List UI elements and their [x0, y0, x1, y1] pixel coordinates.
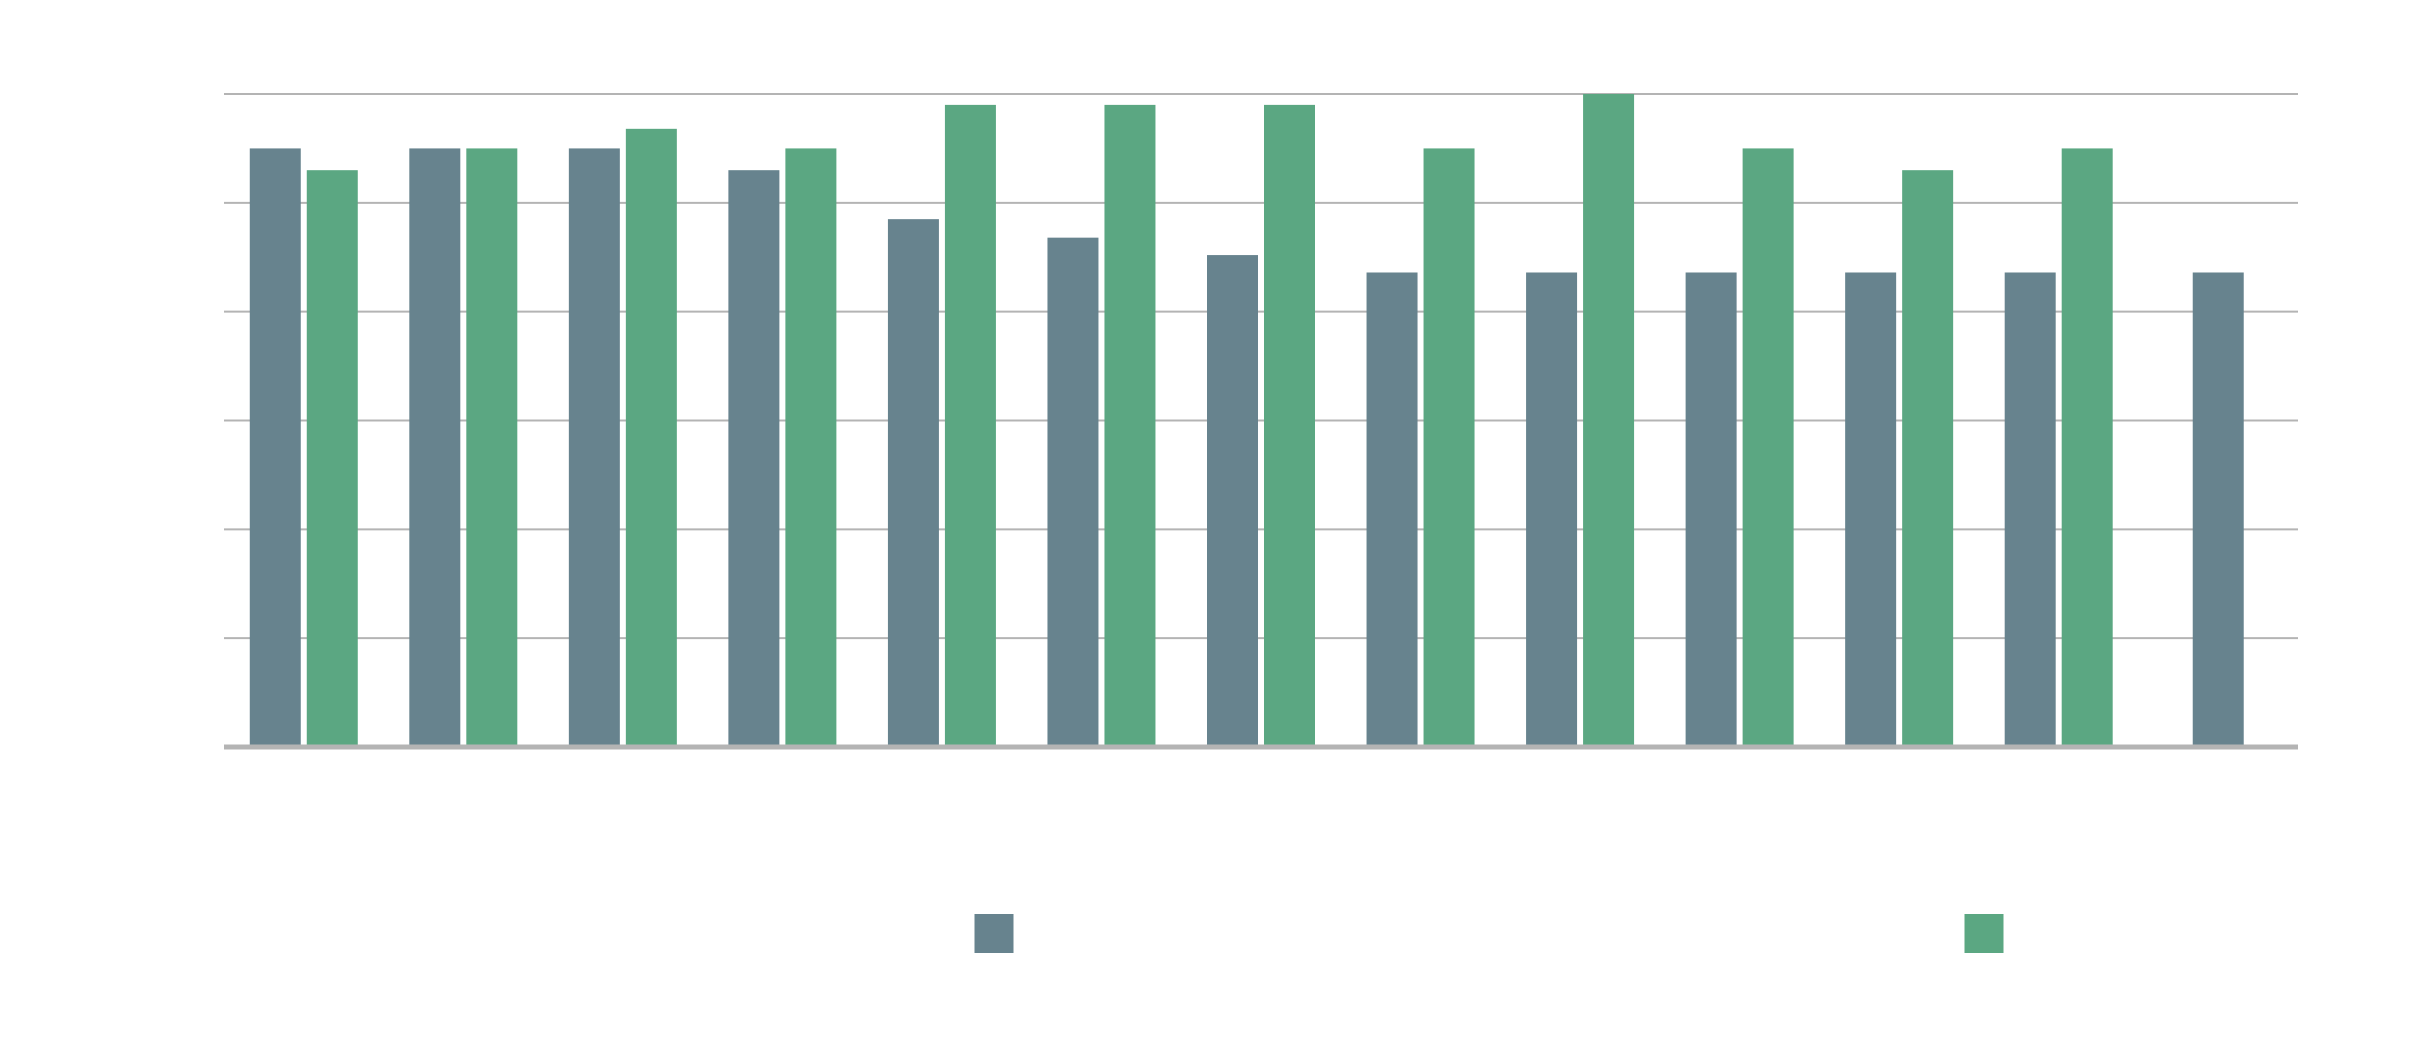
bar-series-1-category-7 — [1207, 255, 1258, 747]
bar-series-1-category-1 — [249, 148, 301, 747]
legend-swatch-series-1 — [974, 914, 1014, 953]
bar-series-2-category-5 — [944, 104, 996, 748]
bar-series-1-category-9 — [1526, 272, 1578, 747]
bar-series-2-category-2 — [466, 148, 518, 747]
bar-series-2-category-12 — [2061, 148, 2113, 747]
bar-series-1-category-13 — [2192, 272, 2244, 747]
bar-series-2-category-1 — [306, 170, 358, 747]
bar-series-2-category-6 — [1104, 104, 1156, 748]
bar-series-2-category-4 — [785, 148, 837, 747]
bar-series-1-category-10 — [1685, 272, 1737, 747]
bar-series-2-category-7 — [1264, 104, 1315, 748]
bar-series-1-category-3 — [568, 148, 620, 747]
gridlines — [224, 93, 2298, 640]
bar-series-2-category-8 — [1423, 148, 1475, 747]
legend-swatch-series-2 — [1964, 914, 2004, 953]
bar-series-2-category-11 — [1902, 170, 1954, 747]
bar-series-1-category-4 — [728, 170, 780, 747]
bar-series-2-category-10 — [1742, 148, 1794, 747]
bar-series-2-category-3 — [625, 128, 677, 747]
bar-series-1-category-11 — [1845, 272, 1897, 747]
bar-series-2-category-9 — [1583, 94, 1635, 747]
bar-series-1-category-2 — [409, 148, 461, 747]
bar-series-1-category-12 — [2004, 272, 2056, 747]
bar-series-1-category-8 — [1366, 272, 1418, 747]
legend — [974, 914, 2004, 953]
bar-series-1-category-5 — [887, 219, 939, 748]
bars — [249, 94, 2244, 748]
bar-series-1-category-6 — [1047, 237, 1099, 747]
